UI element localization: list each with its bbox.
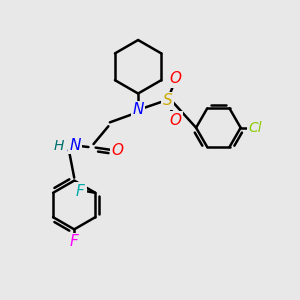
Text: S: S [163, 94, 172, 109]
Text: O: O [169, 113, 181, 128]
Text: N: N [132, 102, 144, 117]
Text: O: O [169, 71, 181, 86]
Text: O: O [111, 142, 123, 158]
Text: N: N [70, 138, 81, 153]
Text: Cl: Cl [249, 121, 262, 135]
Text: F: F [70, 234, 79, 249]
Text: H: H [53, 139, 64, 152]
Text: F: F [76, 184, 85, 199]
